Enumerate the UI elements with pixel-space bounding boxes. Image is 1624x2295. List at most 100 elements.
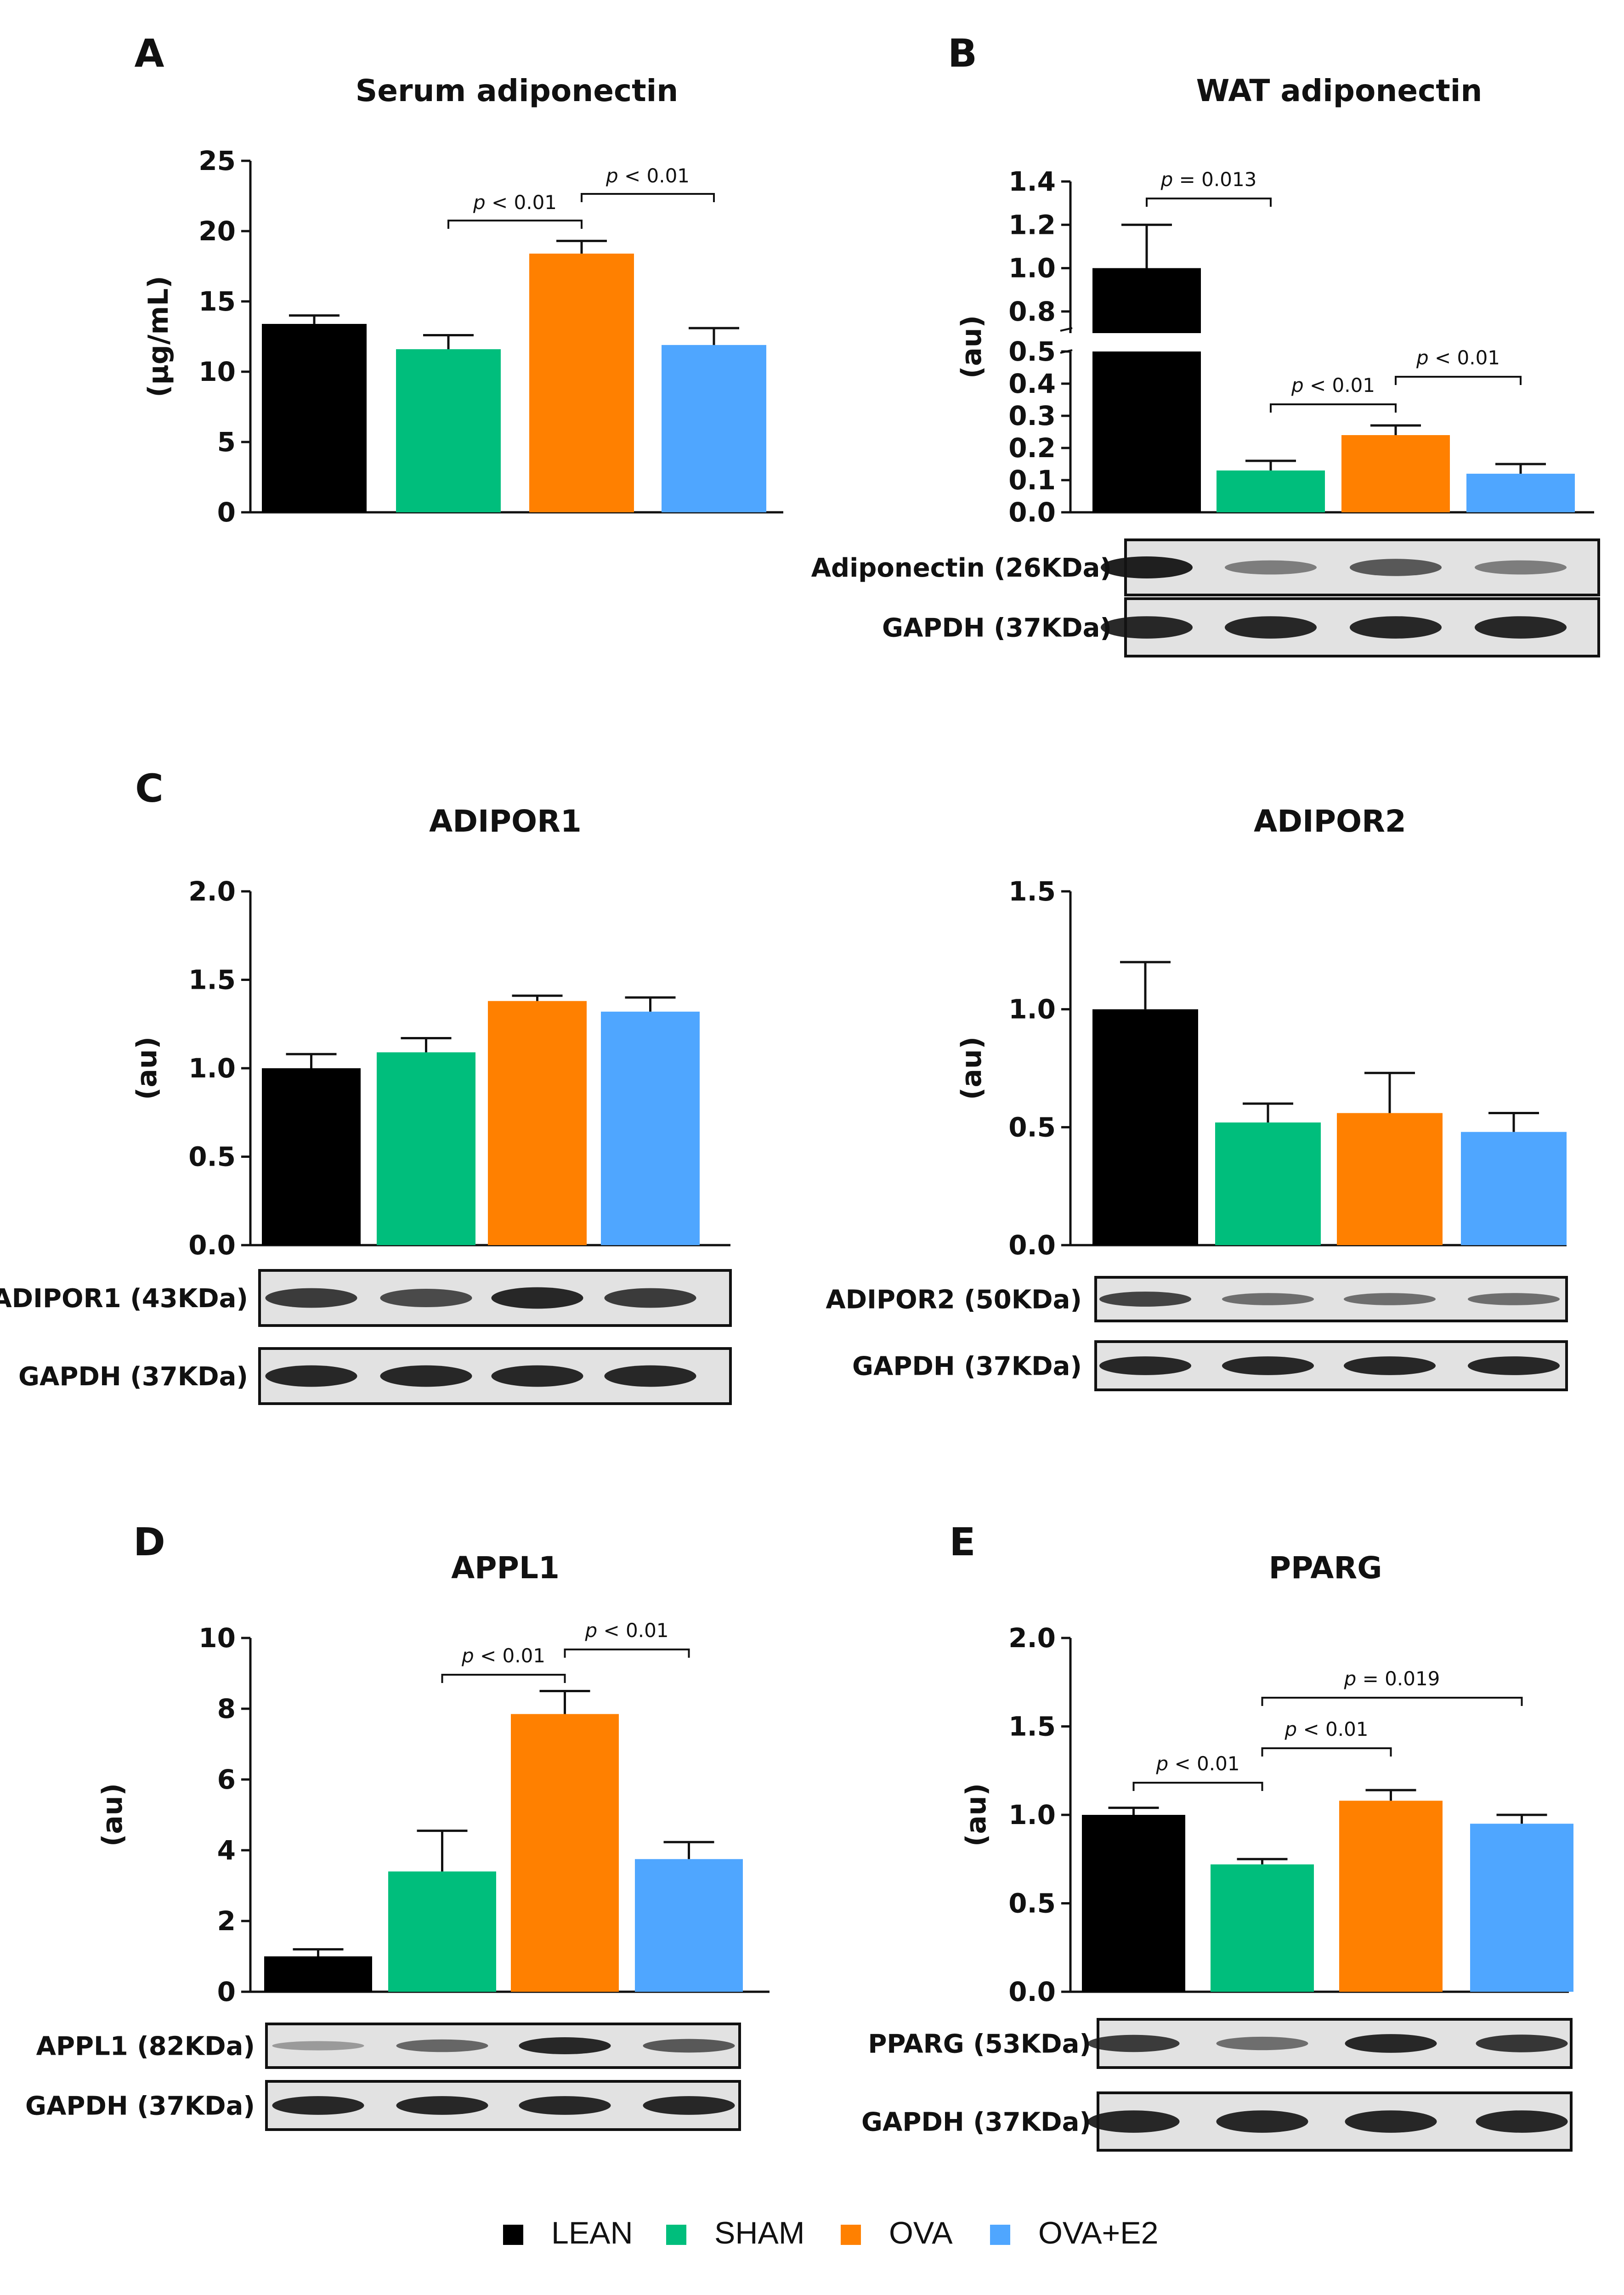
legend-swatch-ova+e2 bbox=[990, 2225, 1010, 2245]
blot-band bbox=[396, 2096, 488, 2115]
western-blot-B-0: Adiponectin (26KDa) bbox=[811, 538, 1600, 596]
panel-label: C bbox=[135, 766, 164, 811]
blot-band bbox=[1101, 556, 1193, 578]
bar-ova bbox=[1337, 1113, 1443, 1245]
panel-D: D APPL1 0 2 4 6 8 10 (au) bbox=[96, 1519, 770, 2007]
blot-band bbox=[1225, 616, 1317, 639]
y-axis-label: (au) bbox=[956, 1037, 988, 1100]
blot-band bbox=[265, 1288, 357, 1308]
y-tick-label: 1.5 bbox=[1008, 1711, 1056, 1742]
y-axis-label: (au) bbox=[96, 1783, 129, 1847]
chart-title: Serum adiponectin bbox=[356, 73, 679, 108]
bar-ova+e2 bbox=[1470, 1824, 1573, 1992]
blot-band bbox=[265, 1365, 357, 1387]
y-axis-label: (au) bbox=[131, 1037, 163, 1100]
blot-band bbox=[1216, 2110, 1308, 2133]
blot-band bbox=[380, 1288, 472, 1308]
y-tick-label: 1.0 bbox=[1008, 1799, 1056, 1830]
legend-label-ova+e2: OVA+E2 bbox=[1038, 2216, 1158, 2250]
blot-band bbox=[491, 1365, 583, 1387]
blot-band bbox=[491, 1287, 583, 1309]
y-tick-label: 6 bbox=[217, 1764, 236, 1795]
significance-label: p < 0.01 bbox=[473, 191, 557, 214]
y-tick-label: 0.0 bbox=[1008, 497, 1056, 528]
blot-band bbox=[1350, 559, 1442, 576]
legend-label-ova: OVA bbox=[889, 2216, 953, 2250]
significance-label: p = 0.019 bbox=[1344, 1667, 1440, 1690]
legend-swatch-lean bbox=[503, 2225, 523, 2245]
bar-ova+e2 bbox=[635, 1859, 743, 1992]
y-tick-label: 0.5 bbox=[1008, 1111, 1056, 1143]
significance-bracket bbox=[1132, 1782, 1263, 1791]
western-blot-D-1: GAPDH (37KDa) bbox=[25, 2080, 741, 2131]
blot-band bbox=[1468, 1356, 1560, 1375]
blot-label: GAPDH (37KDa) bbox=[18, 1362, 248, 1392]
axis-break-mark bbox=[1060, 327, 1073, 332]
blot-band bbox=[1216, 2036, 1308, 2051]
blot-label: ADIPOR1 (43KDa) bbox=[0, 1284, 248, 1314]
significance-label: p < 0.01 bbox=[584, 1619, 668, 1642]
chart-title: WAT adiponectin bbox=[1196, 73, 1483, 108]
y-tick-label: 0.3 bbox=[1008, 400, 1056, 431]
significance-bracket bbox=[1261, 1697, 1523, 1706]
blot-band bbox=[1476, 2110, 1568, 2133]
western-blot-C2-0: ADIPOR2 (50KDa) bbox=[826, 1276, 1568, 1322]
bar-sham bbox=[388, 1871, 496, 1992]
y-tick-label: 8 bbox=[217, 1693, 236, 1724]
western-blot-C1-0: ADIPOR1 (43KDa) bbox=[0, 1269, 732, 1327]
y-tick-label: 10 bbox=[198, 1622, 236, 1654]
panel-C2: ADIPOR2 0.0 0.5 1.0 1.5 (au) bbox=[956, 804, 1567, 1261]
blot-band bbox=[1468, 1293, 1560, 1305]
y-tick-label: 2.0 bbox=[1008, 1622, 1056, 1654]
significance-bracket bbox=[447, 220, 583, 229]
significance-label: p < 0.01 bbox=[1416, 346, 1500, 369]
bar-lean bbox=[1092, 1009, 1198, 1245]
y-tick-label: 0.5 bbox=[1008, 1888, 1056, 1919]
panel-label: A bbox=[134, 31, 164, 76]
significance-bracket bbox=[581, 193, 715, 202]
y-tick-label: 0.5 bbox=[1008, 336, 1056, 367]
bar-ova+e2 bbox=[1461, 1132, 1567, 1245]
blot-band bbox=[1476, 2034, 1568, 2052]
bar-lean bbox=[1082, 1815, 1185, 1992]
y-tick-label: 5 bbox=[217, 426, 236, 458]
y-tick-label: 25 bbox=[198, 145, 236, 176]
legend-swatch-ova bbox=[841, 2225, 861, 2245]
significance-label: p < 0.01 bbox=[605, 164, 690, 187]
bar-lean bbox=[264, 1956, 372, 1992]
bar-sham bbox=[396, 349, 501, 512]
bar-sham bbox=[1215, 1122, 1321, 1245]
legend-label-lean: LEAN bbox=[551, 2216, 633, 2250]
blot-band bbox=[1087, 2110, 1180, 2133]
blot-band bbox=[1099, 1356, 1191, 1375]
bar-lean bbox=[1092, 268, 1201, 512]
y-tick-label: 0.5 bbox=[188, 1141, 236, 1173]
blot-band bbox=[396, 2039, 488, 2052]
blot-label: ADIPOR2 (50KDa) bbox=[826, 1285, 1082, 1315]
blot-band bbox=[1225, 560, 1317, 575]
blot-band bbox=[519, 2037, 611, 2054]
bar-ova bbox=[529, 253, 634, 512]
y-tick-label: 0.2 bbox=[1008, 432, 1056, 464]
significance-label: p < 0.01 bbox=[1284, 1718, 1368, 1740]
y-tick-label: 1.5 bbox=[1008, 876, 1056, 907]
panel-B: B WAT adiponectin 0.00.10.20.30.40.5 0.8 1.0… bbox=[948, 31, 1594, 528]
y-tick-label: 1.2 bbox=[1008, 209, 1056, 240]
western-blot-C2-1: GAPDH (37KDa) bbox=[852, 1340, 1568, 1391]
bar-ova bbox=[1339, 1801, 1443, 1992]
blot-band bbox=[1344, 1356, 1436, 1375]
blot-label: PPARG (53KDa) bbox=[868, 2029, 1091, 2059]
bar-sham bbox=[1211, 1864, 1314, 1992]
blot-band bbox=[1345, 2110, 1437, 2133]
chart-title: ADIPOR1 bbox=[429, 804, 582, 839]
blot-label: GAPDH (37KDa) bbox=[25, 2091, 255, 2121]
blot-band bbox=[519, 2096, 611, 2115]
blot-band bbox=[272, 2041, 364, 2051]
significance-bracket bbox=[1146, 198, 1272, 207]
significance-bracket bbox=[1261, 1747, 1392, 1757]
chart-title: APPL1 bbox=[451, 1550, 560, 1586]
bar-ova bbox=[488, 1001, 587, 1245]
y-tick-label: 1.0 bbox=[1008, 253, 1056, 284]
blot-label: Adiponectin (26KDa) bbox=[811, 553, 1112, 583]
